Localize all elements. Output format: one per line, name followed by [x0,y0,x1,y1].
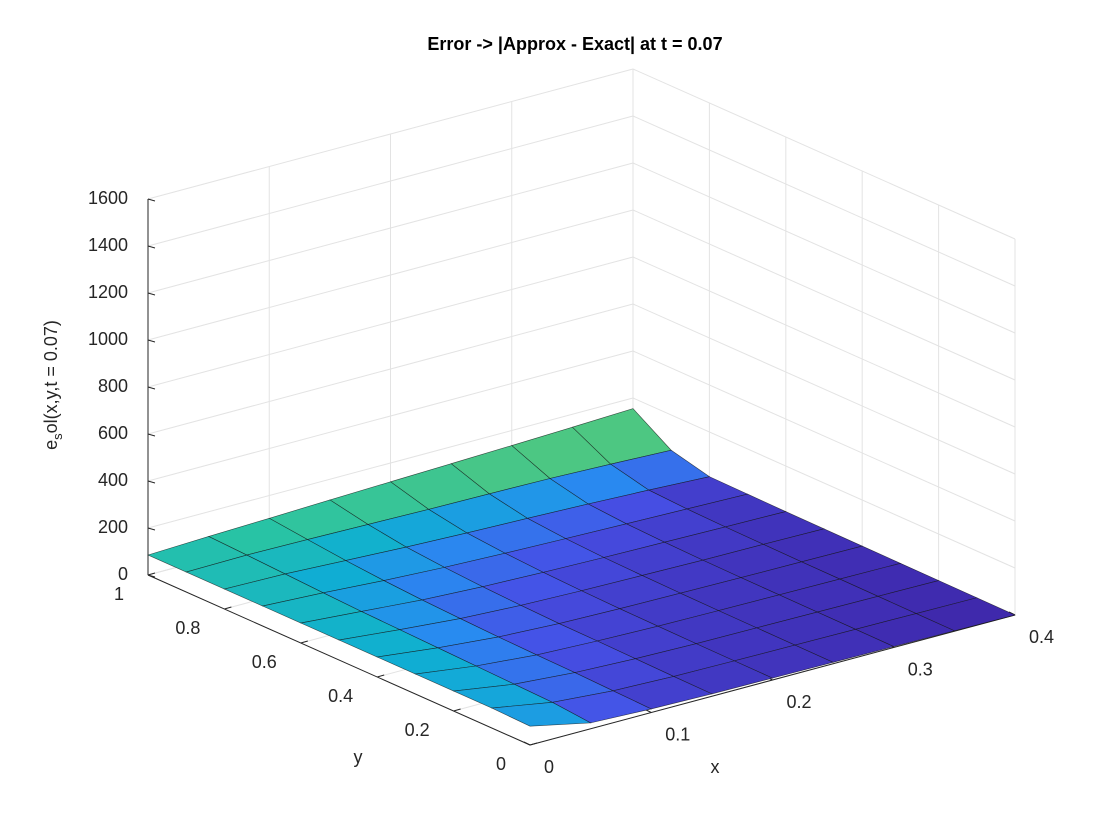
grid-line [632,350,1016,522]
chart-title: Error -> |Approx - Exact| at t = 0.07 [427,34,722,54]
tick-labels: 0 200 400 600 800 1000 1200 1400 1600 0 0.1 0.2 0.3 0… [88,188,1054,777]
grid-line [632,115,1016,287]
tick-mark [300,640,308,644]
surface-facet [490,702,592,727]
y-tick-label: 0 [496,754,506,774]
z-label-subscript: s [50,433,65,440]
tick-mark [147,480,156,484]
grid-line [632,209,1016,381]
x-tick-label: 0.3 [908,659,933,679]
y-tick-label: 1 [114,584,124,604]
tick-mark [147,527,156,531]
grid-line [632,303,1016,475]
z-tick-label: 200 [98,517,128,537]
tick-mark [523,741,531,746]
tick-mark [377,674,385,678]
z-axis-label: esol(x,y,t = 0.07) [41,320,66,450]
z-tick-label: 0 [118,564,128,584]
grid-line [632,162,1016,334]
y-tick-label: 0.2 [405,720,430,740]
z-tick-label: 800 [98,376,128,396]
z-label-rest: ol(x,y,t = 0.07) [41,320,61,433]
z-tick-label: 1600 [88,188,128,208]
x-axis-label: x [711,757,720,777]
tick-mark [147,198,156,202]
y-tick-label: 0.6 [252,652,277,672]
tick-mark [529,742,538,746]
tick-mark [147,245,156,249]
grid-line [632,397,1016,569]
tick-mark [147,386,156,390]
tick-mark [147,574,156,578]
y-axis-label: y [354,747,363,767]
z-tick-label: 1400 [88,235,128,255]
tick-mark [147,292,156,296]
x-tick-label: 0 [544,757,554,777]
y-axis-line [147,574,531,746]
x-tick-label: 0.2 [787,692,812,712]
z-tick-label: 600 [98,423,128,443]
tick-mark [224,606,232,610]
tick-mark [147,433,156,437]
x-tick-label: 0.4 [1029,627,1054,647]
tick-mark [147,572,156,576]
tick-mark [147,339,156,343]
z-tick-label: 400 [98,470,128,490]
y-tick-label: 0.8 [175,618,200,638]
z-tick-label: 1000 [88,329,128,349]
surface [147,408,1016,727]
y-tick-label: 0.4 [328,686,353,706]
grid-line [632,68,1016,240]
z-label-base: e [41,440,61,450]
grid-line [632,256,1016,428]
z-tick-label: 1200 [88,282,128,302]
x-tick-label: 0.1 [665,724,690,744]
tick-mark [453,708,461,712]
